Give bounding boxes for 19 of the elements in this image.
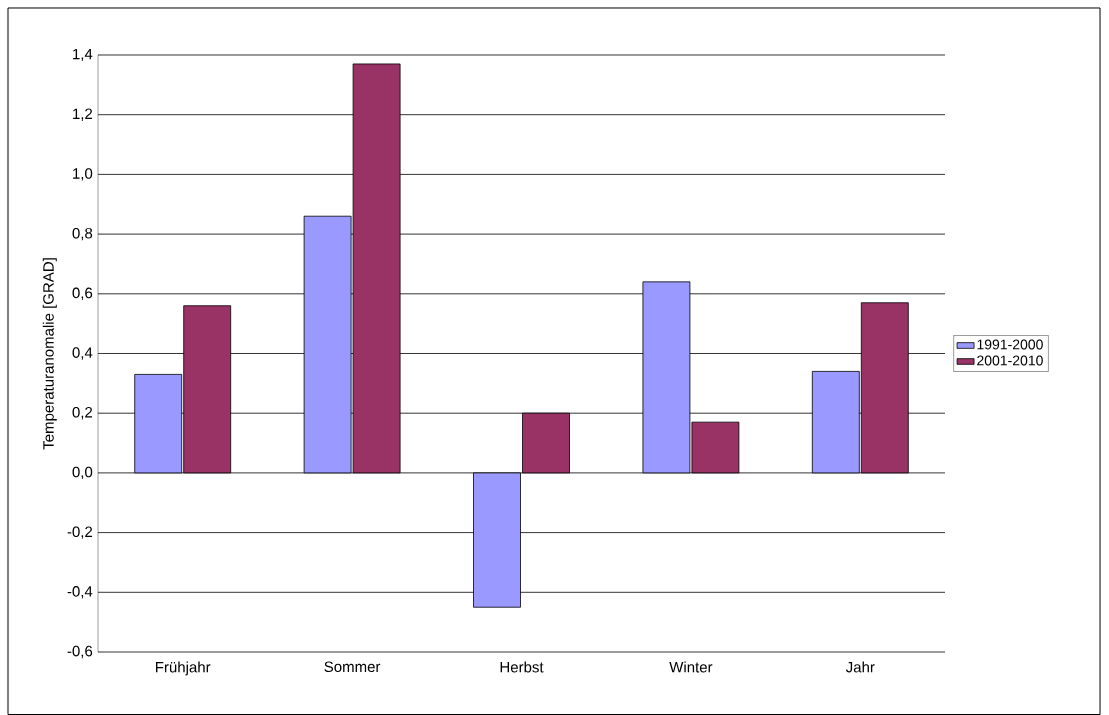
y-tick-label: -0,2 xyxy=(67,526,93,539)
y-tick-label: 0,0 xyxy=(72,466,93,480)
x-tick-label: Sommer xyxy=(324,661,381,673)
legend-label: 1991-2000 xyxy=(977,339,1043,350)
y-axis-title: Temperaturanomalie [GRAD] xyxy=(42,258,57,450)
y-tick-label: 0,2 xyxy=(72,407,93,420)
x-tick-label: Herbst xyxy=(500,661,544,673)
y-tick-label: -0,4 xyxy=(67,586,93,599)
legend-label: 2001-2010 xyxy=(977,355,1043,366)
y-tick-label: 1,2 xyxy=(73,108,93,121)
x-tick-label: Winter xyxy=(669,661,713,673)
y-tick-label: 0,6 xyxy=(72,287,93,300)
y-tick-label: -0,6 xyxy=(67,645,93,659)
y-tick-label: 1,0 xyxy=(73,168,93,181)
x-tick-label: Jahr xyxy=(845,661,875,673)
x-tick-label: Frühjahr xyxy=(156,661,211,676)
y-tick-label: 0,4 xyxy=(72,347,93,360)
y-tick-label: 0,8 xyxy=(72,227,93,241)
y-tick-label: 1,4 xyxy=(73,48,93,62)
